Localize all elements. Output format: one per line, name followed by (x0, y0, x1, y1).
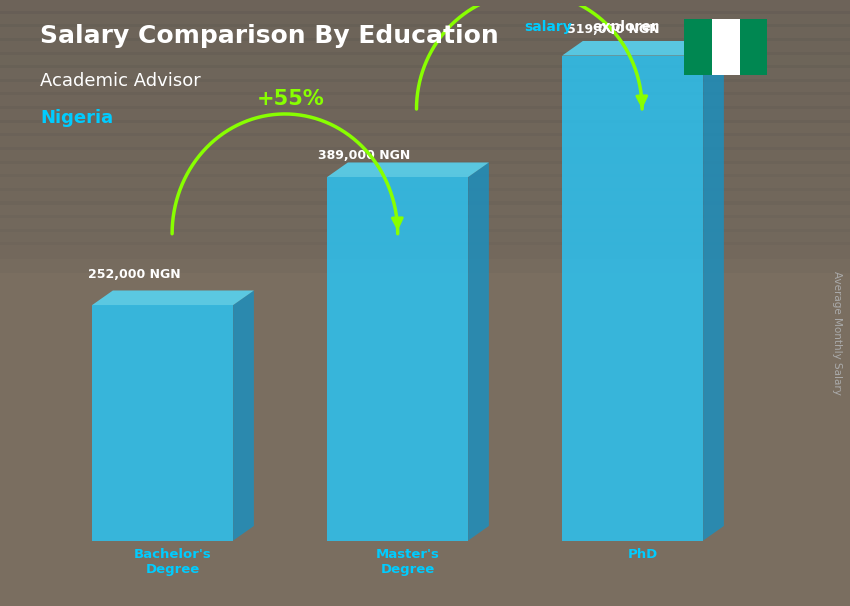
Text: Academic Advisor: Academic Advisor (41, 72, 201, 90)
Polygon shape (327, 162, 489, 177)
Polygon shape (233, 290, 254, 541)
Text: Salary Comparison By Education: Salary Comparison By Education (41, 24, 499, 47)
Text: 519,000 NGN: 519,000 NGN (567, 23, 660, 36)
Text: +55%: +55% (257, 89, 325, 109)
Polygon shape (562, 41, 724, 56)
Text: Bachelor's
Degree: Bachelor's Degree (134, 548, 212, 576)
Text: explorer: explorer (592, 19, 658, 34)
Polygon shape (562, 56, 703, 541)
Polygon shape (468, 162, 489, 541)
Text: Average Monthly Salary: Average Monthly Salary (832, 271, 842, 395)
Polygon shape (327, 177, 468, 541)
Text: .com: .com (683, 19, 720, 34)
Polygon shape (92, 305, 233, 541)
Text: 252,000 NGN: 252,000 NGN (88, 268, 180, 281)
Polygon shape (92, 290, 254, 305)
Polygon shape (703, 41, 724, 541)
Text: 389,000 NGN: 389,000 NGN (318, 150, 410, 162)
Text: PhD: PhD (628, 548, 658, 561)
Text: Master's
Degree: Master's Degree (376, 548, 440, 576)
Text: Nigeria: Nigeria (41, 109, 114, 127)
Polygon shape (684, 19, 712, 75)
Polygon shape (712, 19, 740, 75)
Polygon shape (740, 19, 767, 75)
Text: salary: salary (524, 19, 572, 34)
